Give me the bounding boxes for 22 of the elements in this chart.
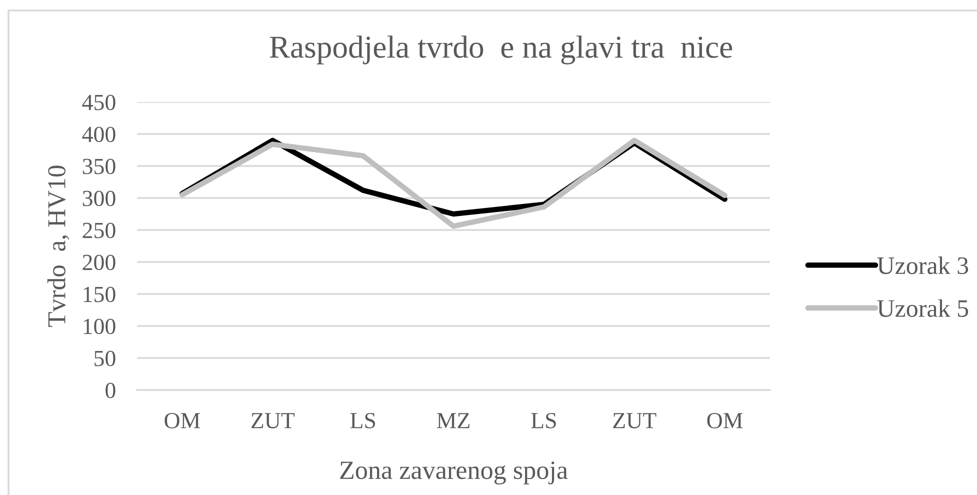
y-axis-title: Tvrdo a, HV10: [47, 166, 70, 327]
y-tick-label: 100: [84, 318, 116, 334]
legend-label: Uzorak 5: [877, 299, 968, 317]
x-axis-title: Zona zavarenog spoja: [340, 462, 568, 484]
y-tick-label: 150: [84, 286, 116, 302]
x-tick-label: ZUT: [613, 413, 656, 428]
y-tick-label: 300: [82, 190, 116, 206]
y-tick-label: 400: [82, 126, 116, 142]
x-tick-label: LS: [350, 412, 376, 428]
x-tick-label: MZ: [436, 413, 470, 428]
x-tick-label: LS: [531, 412, 556, 428]
y-tick-label: 200: [82, 254, 116, 270]
x-tick-label: ZUT: [251, 413, 295, 428]
y-tick-label: 0: [106, 382, 116, 398]
y-tick-label: 450: [82, 94, 116, 110]
legend-label: Uzorak 3: [877, 256, 968, 274]
y-tick-label: 350: [82, 158, 116, 174]
y-tick-label: 50: [94, 350, 116, 366]
x-tick-label: OM: [707, 412, 743, 428]
y-tick-label: 250: [82, 222, 116, 238]
x-tick-label: OM: [164, 412, 200, 428]
chart-title: Raspodjela tvrdo e na glavi tra nice: [270, 36, 732, 64]
